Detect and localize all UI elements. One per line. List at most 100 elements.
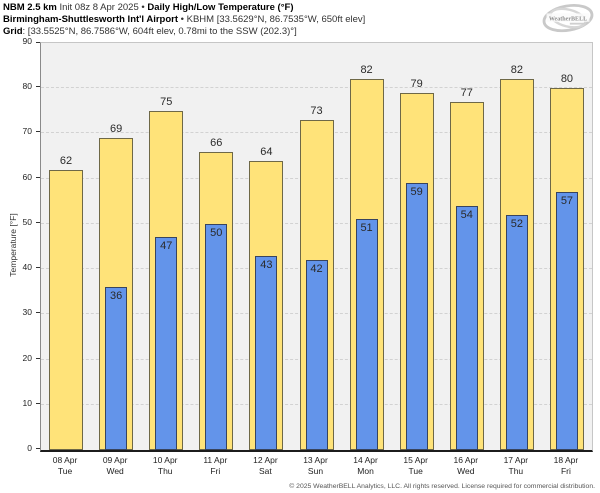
x-tick-label: 18 Apr Fri xyxy=(533,455,599,477)
high-value-label: 69 xyxy=(109,122,123,135)
station-name: Birmingham-Shuttlesworth Int'l Airport xyxy=(3,14,179,25)
x-tick-day: Sun xyxy=(307,466,324,476)
x-tick-date: 17 Apr xyxy=(503,455,529,465)
low-value-label: 51 xyxy=(360,222,373,235)
x-tick-date: 14 Apr xyxy=(353,455,378,465)
low-bar xyxy=(555,192,578,450)
x-tick-day: Wed xyxy=(106,466,124,476)
x-tick-label: 13 Apr Sun xyxy=(282,455,348,477)
x-tick-label: 12 Apr Sat xyxy=(232,455,298,477)
y-tick-label: 10 xyxy=(22,397,32,408)
low-value-label: 57 xyxy=(560,195,574,208)
high-bar xyxy=(49,169,84,450)
gridline xyxy=(41,87,592,89)
x-tick-day: Sat xyxy=(259,466,272,476)
low-value-label: 43 xyxy=(260,258,273,271)
x-tick-label: 14 Apr Mon xyxy=(333,455,399,477)
y-axis: 0 10 20 30 40 50 60 70 80 90 xyxy=(0,36,40,453)
y-tick-label: 60 xyxy=(22,171,32,182)
x-tick-label: 08 Apr Tue xyxy=(32,455,98,477)
low-bar xyxy=(155,237,178,450)
x-tick-day: Thu xyxy=(157,466,173,476)
x-tick-date: 08 Apr xyxy=(52,455,78,465)
high-value-label: 82 xyxy=(510,64,523,77)
high-value-label: 64 xyxy=(260,145,273,158)
x-tick-label: 16 Apr Wed xyxy=(433,455,499,477)
header-line-title: NBM 2.5 km Init 08z 8 Apr 2025 • Daily H… xyxy=(3,2,365,14)
plot-area: 62 69 36 75 47 66 50 64 43 73 42 82 51 79 59 77 54 82 52 80… xyxy=(40,42,593,452)
init-time: Init 08z 8 Apr 2025 xyxy=(59,2,139,13)
y-tick-label: 80 xyxy=(22,81,32,92)
y-tick-mark xyxy=(36,221,40,223)
low-value-label: 54 xyxy=(460,208,473,221)
station-details: KBHM [33.5629°N, 86.7535°W, 650ft elev] xyxy=(186,14,366,25)
y-tick-mark xyxy=(36,267,40,269)
separator-bullet: • xyxy=(180,14,184,25)
x-tick-label: 11 Apr Fri xyxy=(182,455,248,477)
high-value-label: 73 xyxy=(310,104,323,117)
low-value-label: 42 xyxy=(310,263,323,276)
y-tick-label: 50 xyxy=(22,216,32,227)
x-tick-day: Fri xyxy=(560,466,571,476)
x-tick-date: 11 Apr xyxy=(203,455,228,465)
y-tick-mark xyxy=(36,402,40,404)
low-bar xyxy=(305,260,328,450)
chart-area: Temperature [°F] 0 10 20 30 40 50 60 70 80 90 62 6… xyxy=(0,36,600,476)
y-tick-mark xyxy=(36,448,40,449)
copyright-notice: © 2025 WeatherBELL Analytics, LLC. All r… xyxy=(289,483,595,490)
low-value-label: 52 xyxy=(510,217,523,230)
low-bar xyxy=(505,214,528,450)
chart-header: NBM 2.5 km Init 08z 8 Apr 2025 • Daily H… xyxy=(3,2,365,38)
x-tick-label: 09 Apr Wed xyxy=(82,455,148,477)
high-value-label: 82 xyxy=(360,64,373,77)
x-tick-label: 10 Apr Thu xyxy=(132,455,198,477)
high-value-label: 66 xyxy=(210,136,223,149)
y-tick-mark xyxy=(36,176,40,178)
low-value-label: 59 xyxy=(410,186,423,199)
high-value-label: 62 xyxy=(59,154,73,167)
x-tick-day: Mon xyxy=(357,466,374,476)
grid-label: Grid xyxy=(3,26,23,37)
x-tick-date: 18 Apr xyxy=(553,455,579,465)
header-line-grid: Grid: [33.5525°N, 86.7586°W, 604ft elev,… xyxy=(3,26,365,38)
high-value-label: 79 xyxy=(410,77,423,90)
y-tick-mark xyxy=(36,312,40,314)
low-bar xyxy=(355,219,378,450)
y-tick-mark xyxy=(36,42,40,43)
low-value-label: 36 xyxy=(109,290,123,303)
high-value-label: 77 xyxy=(460,86,473,99)
low-bar xyxy=(205,223,228,450)
high-value-label: 80 xyxy=(560,73,574,86)
x-tick-date: 15 Apr xyxy=(403,455,428,465)
separator-bullet: • xyxy=(141,2,145,13)
x-tick-day: Tue xyxy=(57,466,73,476)
x-tick-label: 17 Apr Thu xyxy=(483,455,549,477)
x-tick-date: 10 Apr xyxy=(152,455,178,465)
x-tick-date: 12 Apr xyxy=(253,455,278,465)
y-tick-mark xyxy=(36,131,40,133)
low-bar xyxy=(405,183,428,450)
model-name: NBM 2.5 km xyxy=(3,2,57,13)
low-value-label: 47 xyxy=(160,240,173,253)
y-tick-label: 20 xyxy=(22,352,32,363)
low-value-label: 50 xyxy=(210,226,223,239)
low-bar xyxy=(455,205,478,450)
x-tick-day: Wed xyxy=(457,466,475,476)
high-value-label: 75 xyxy=(160,95,173,108)
low-bar xyxy=(255,255,278,450)
grid-details: : [33.5525°N, 86.7586°W, 604ft elev, 0.7… xyxy=(22,26,297,37)
y-tick-label: 70 xyxy=(22,126,32,137)
x-axis: 08 Apr Tue 09 Apr Wed 10 Apr Thu 11 Apr Fri 12 A… xyxy=(40,452,591,482)
product-title: Daily High/Low Temperature (°F) xyxy=(147,2,294,13)
weatherbell-logo: WeatherBELL xyxy=(540,1,596,42)
y-tick-label: 30 xyxy=(22,307,32,318)
x-tick-date: 09 Apr xyxy=(102,455,128,465)
y-tick-label: 90 xyxy=(22,36,32,46)
x-tick-day: Tue xyxy=(408,466,423,476)
y-tick-label: 0 xyxy=(27,443,32,453)
x-tick-day: Fri xyxy=(210,466,221,476)
x-tick-date: 13 Apr xyxy=(303,455,328,465)
y-tick-mark xyxy=(36,357,40,359)
y-tick-label: 40 xyxy=(22,262,32,273)
